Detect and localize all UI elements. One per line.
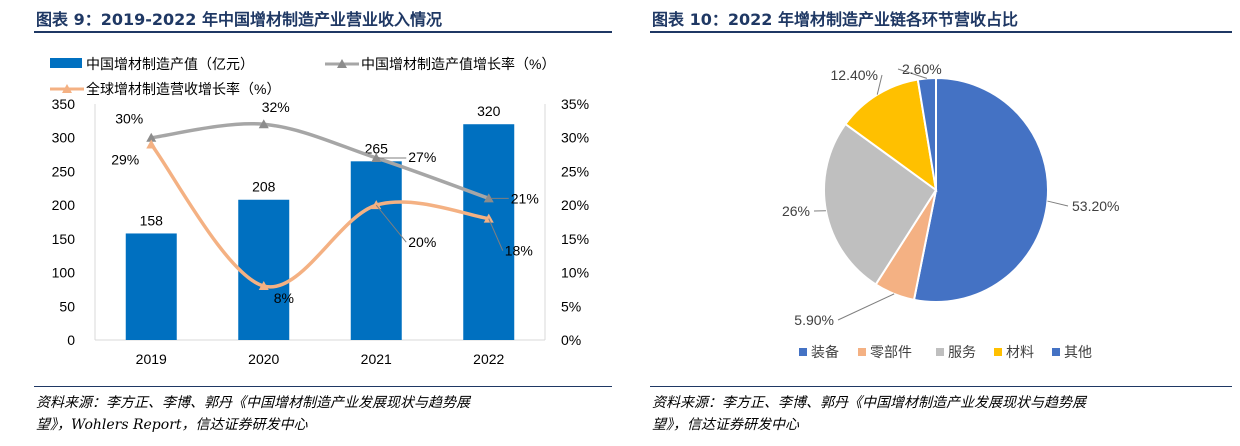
china-growth-marker	[371, 152, 382, 162]
pie-slice	[823, 122, 938, 286]
china-growth-line	[151, 121, 490, 201]
bar	[125, 233, 177, 340]
legend-swatch-marker	[337, 59, 347, 68]
left-source-rule	[34, 386, 612, 387]
left-panel: 图表 9：2019-2022 年中国增材制造产业营业收入情况 0 50 100 150…	[0, 0, 612, 446]
global-growth-marker	[483, 213, 494, 223]
china-growth-marker	[483, 193, 494, 203]
y-right-tick-label: 15%	[561, 231, 589, 247]
pie-chart: 53.20% 5.90% 26% 12.40% 2.60% 装备 零部件 服务 材料 其他	[782, 61, 1120, 360]
y-left-tick-label: 50	[59, 298, 75, 314]
pie-leader-line	[897, 68, 928, 79]
china-growth-label: 32%	[262, 99, 290, 115]
pie-value-label: 12.40%	[831, 67, 878, 83]
china-growth-label: 27%	[408, 149, 436, 165]
y-right-tick-label: 20%	[561, 197, 589, 213]
china-growth-label: 30%	[115, 111, 143, 127]
left-chart-title: 图表 9：2019-2022 年中国增材制造产业营业收入情况	[36, 10, 442, 29]
pie-slice	[916, 76, 937, 191]
china-growth-label: 21%	[511, 190, 539, 206]
pie-legend-swatch	[858, 348, 866, 356]
pie-value-label: 26%	[782, 203, 810, 219]
global-growth-leader	[375, 204, 407, 243]
pie-leader-line	[876, 74, 883, 95]
y-left-tick-label: 100	[52, 265, 76, 281]
y-right-tick-label: 0%	[561, 332, 581, 348]
pie-legend-label: 其他	[1064, 344, 1092, 360]
pie-leader-line	[837, 293, 895, 321]
legend-label: 中国增材制造产值增长率（%）	[361, 56, 555, 72]
x-tick-label: 2019	[136, 351, 167, 367]
legend-label: 中国增材制造产值（亿元）	[86, 56, 254, 72]
combo-chart: 0 50 100 150 200 250 300 350 0% 5% 10% 15% 20% 25% 30%…	[50, 56, 589, 367]
y-left-tick-label: 350	[52, 96, 76, 112]
y-left-tick-label: 250	[52, 163, 76, 179]
pie-leader-line	[1047, 200, 1069, 207]
pie-legend-label: 材料	[1006, 344, 1034, 360]
right-source-line1: 资料来源：李方正、李博、郭丹《中国增材制造产业发展现状与趋势展	[652, 395, 1086, 411]
right-source: 资料来源：李方正、李博、郭丹《中国增材制造产业发展现状与趋势展 望》，信达证券研…	[652, 392, 1086, 436]
bar-value-label: 265	[365, 140, 389, 156]
global-growth-marker	[371, 200, 382, 210]
bar	[238, 199, 290, 340]
pie-legend-label: 零部件	[870, 344, 912, 360]
right-panel: 图表 10：2022 年增材制造产业链各环节营收占比 53.20% 5.90% 26…	[642, 0, 1240, 446]
pie-legend-label: 服务	[948, 344, 976, 360]
left-source: 资料来源：李方正、李博、郭丹《中国增材制造产业发展现状与趋势展 望》，Wohle…	[36, 392, 470, 436]
y-left-tick-label: 150	[52, 231, 76, 247]
legend-swatch-marker	[62, 84, 72, 93]
bar	[463, 124, 515, 340]
pie-legend-label: 装备	[811, 344, 839, 360]
bar-value-label: 208	[252, 179, 276, 195]
global-growth-label: 20%	[408, 234, 436, 250]
global-growth-label: 8%	[274, 290, 294, 306]
right-source-line2: 望》，信达证券研发中心	[652, 417, 799, 433]
legend-label: 全球增材制造营收增长率（%）	[86, 81, 280, 97]
global-growth-line	[149, 143, 490, 289]
global-growth-marker	[258, 281, 269, 291]
pie-value-label: 53.20%	[1072, 198, 1119, 214]
x-tick-label: 2022	[473, 351, 504, 367]
y-right-tick-label: 5%	[561, 298, 581, 314]
global-growth-label: 18%	[505, 243, 533, 259]
left-title-rule	[34, 31, 612, 33]
pie-legend-swatch	[994, 348, 1002, 356]
pie-legend-swatch	[1052, 348, 1060, 356]
x-tick-label: 2020	[248, 351, 279, 367]
y-left-tick-label: 300	[52, 130, 76, 146]
china-growth-marker	[258, 119, 269, 129]
pie-slice	[912, 76, 1049, 303]
pie-value-label: 2.60%	[902, 61, 942, 77]
left-source-line1: 资料来源：李方正、李博、郭丹《中国增材制造产业发展现状与趋势展	[36, 395, 470, 411]
pie-value-label: 5.90%	[794, 312, 834, 328]
pie-legend-swatch	[799, 348, 807, 356]
legend-swatch-bar	[50, 58, 82, 68]
right-chart-title: 图表 10：2022 年增材制造产业链各环节营收占比	[652, 10, 1018, 29]
y-right-tick-label: 30%	[561, 130, 589, 146]
y-right-tick-label: 10%	[561, 265, 589, 281]
right-source-rule	[650, 386, 1232, 387]
y-right-tick-label: 35%	[561, 96, 589, 112]
pie-slice	[844, 78, 938, 193]
global-growth-marker	[146, 139, 157, 149]
global-growth-leader	[488, 218, 504, 251]
bar-value-label: 320	[477, 103, 501, 119]
y-left-tick-label: 200	[52, 197, 76, 213]
y-right-tick-label: 25%	[561, 163, 589, 179]
x-tick-label: 2021	[361, 351, 392, 367]
pie-legend-swatch	[936, 348, 944, 356]
y-left-tick-label: 0	[67, 332, 75, 348]
left-source-line2: 望》，Wohlers Report，信达证券研发中心	[36, 417, 308, 433]
right-title-rule	[650, 31, 1232, 33]
global-growth-label: 29%	[111, 151, 139, 167]
bar	[350, 161, 402, 340]
china-growth-marker	[146, 132, 157, 142]
bar-value-label: 158	[140, 212, 164, 228]
